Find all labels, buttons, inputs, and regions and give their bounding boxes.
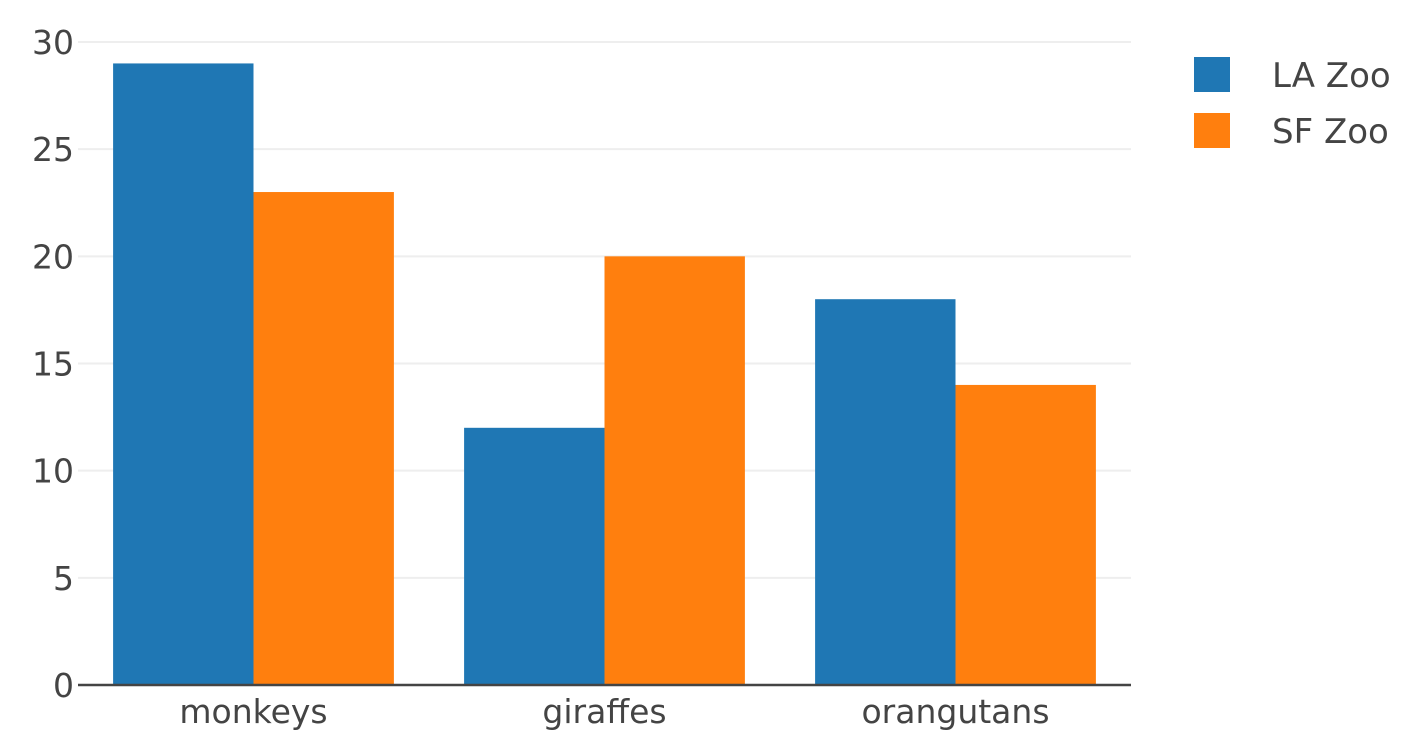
x-tick-label: monkeys — [179, 692, 327, 731]
bar-la-zoo-monkeys[interactable] — [113, 63, 254, 685]
y-tick-label: 10 — [32, 452, 74, 491]
x-axis-ticks: monkeys giraffes orangutans — [179, 692, 1049, 731]
bar-la-zoo-giraffes[interactable] — [464, 427, 605, 685]
y-axis-ticks: 0 5 10 15 20 25 30 — [32, 23, 74, 705]
legend[interactable]: LA Zoo SF Zoo — [1194, 56, 1391, 152]
y-tick-label: 5 — [53, 559, 74, 598]
y-tick-label: 0 — [53, 666, 74, 705]
y-tick-label: 15 — [32, 345, 74, 384]
y-tick-label: 30 — [32, 23, 74, 62]
x-tick-label: giraffes — [542, 692, 666, 731]
bar-sf-zoo-orangutans[interactable] — [955, 384, 1096, 685]
bar-sf-zoo-giraffes[interactable] — [604, 256, 745, 685]
legend-swatch — [1194, 57, 1230, 92]
y-tick-label: 20 — [32, 237, 74, 276]
bars — [113, 63, 1096, 686]
legend-item-la-zoo[interactable]: LA Zoo — [1194, 56, 1391, 96]
bar-la-zoo-orangutans[interactable] — [815, 299, 956, 685]
legend-label: SF Zoo — [1272, 112, 1389, 152]
y-tick-label: 25 — [32, 130, 74, 169]
legend-label: LA Zoo — [1272, 56, 1391, 96]
legend-swatch — [1194, 113, 1230, 148]
bar-sf-zoo-monkeys[interactable] — [253, 192, 394, 686]
legend-item-sf-zoo[interactable]: SF Zoo — [1194, 112, 1389, 152]
x-tick-label: orangutans — [861, 692, 1049, 731]
